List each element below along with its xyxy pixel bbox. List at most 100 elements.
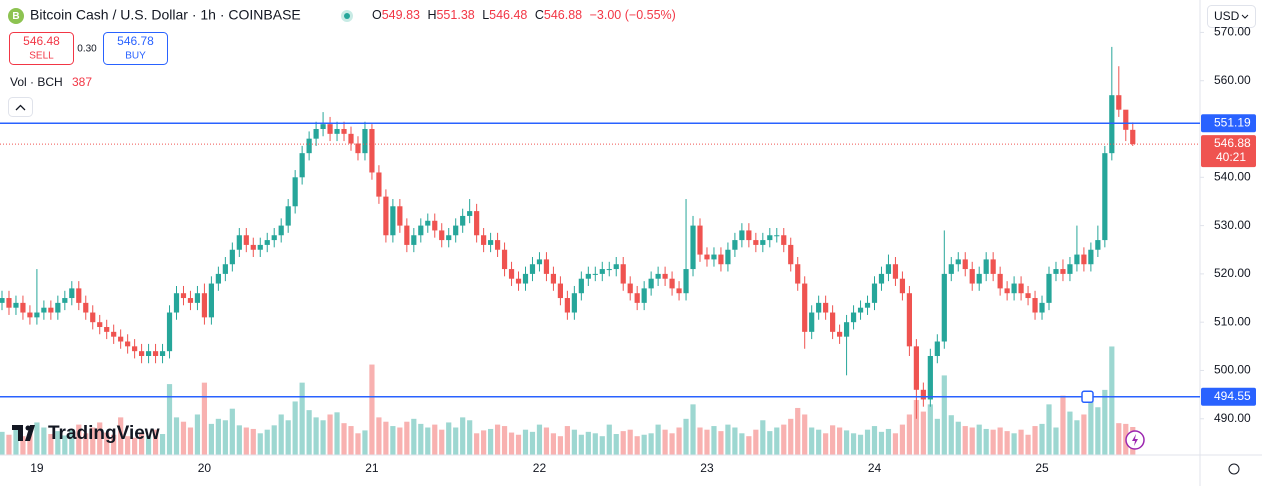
candle-body <box>208 283 214 318</box>
price-line-handle[interactable] <box>1081 390 1094 404</box>
volume-bar <box>27 433 33 455</box>
candle-body <box>118 336 124 342</box>
volume-bar <box>201 382 208 455</box>
candle-body <box>913 346 919 390</box>
candle-body <box>334 129 340 134</box>
candle-body <box>250 244 256 250</box>
x-tick-label: 19 <box>30 461 44 475</box>
candle-body <box>564 298 570 313</box>
volume-bar <box>285 420 291 455</box>
candle-body <box>418 225 424 236</box>
volume-bar <box>753 429 759 455</box>
volume-bar <box>620 431 626 455</box>
candle-body <box>746 230 752 241</box>
candle-body <box>257 244 263 250</box>
last-price-box <box>1201 135 1256 168</box>
volume-bar <box>662 429 668 455</box>
volume-bar <box>418 423 424 455</box>
volume-bar <box>229 408 235 455</box>
candle-body <box>599 269 605 274</box>
volume-bar <box>334 412 340 455</box>
volume-label: Vol · BCH <box>10 75 63 89</box>
candle-body <box>446 235 452 241</box>
volume-bar <box>816 429 822 455</box>
volume-bar <box>864 429 871 455</box>
candle-body <box>76 288 82 303</box>
volume-bar <box>529 431 536 455</box>
candle-body <box>850 312 857 323</box>
candle-body <box>27 312 33 318</box>
volume-bar <box>376 417 382 455</box>
candle-body <box>627 283 633 294</box>
candle-body <box>795 264 801 284</box>
volume-bar <box>145 435 152 455</box>
candle-body <box>885 264 892 274</box>
volume-bar <box>515 434 522 455</box>
volume-bar <box>55 431 61 455</box>
candle-body <box>592 273 598 275</box>
brand-name: TradingView <box>48 423 160 444</box>
candle-body <box>837 331 843 337</box>
volume-bar <box>411 418 417 455</box>
x-tick-label: 25 <box>1035 461 1049 475</box>
candle-body <box>390 206 396 236</box>
candle-body <box>180 293 187 299</box>
candle-body <box>557 283 563 299</box>
candle-body <box>753 240 759 245</box>
volume-bar <box>299 382 305 455</box>
volume-bar <box>627 429 633 455</box>
currency-button[interactable] <box>1207 5 1256 28</box>
candle-body <box>843 322 850 337</box>
volume-bar <box>222 420 228 455</box>
candle-body <box>348 133 354 144</box>
spread: 0.30 <box>77 44 97 55</box>
coin-icon <box>8 8 24 24</box>
volume-bar <box>313 417 319 455</box>
candle-body <box>278 225 284 236</box>
volume-bar <box>969 427 975 455</box>
candle-body <box>62 298 68 303</box>
volume-bar <box>997 427 1003 455</box>
candle-body <box>676 288 682 294</box>
volume-bar <box>76 424 82 455</box>
volume-bar <box>704 429 710 455</box>
volume-bar <box>550 433 557 455</box>
sell-price: 546.48 <box>23 34 60 48</box>
volume-bar <box>641 434 647 455</box>
candle-body <box>620 264 626 284</box>
volume-bar <box>13 425 19 455</box>
volume-bar <box>180 421 187 455</box>
candle-body <box>111 331 117 337</box>
volume-bar <box>655 424 661 455</box>
price-line-box <box>1201 387 1256 406</box>
ohlc-legend: O549.83 H551.38 L546.48 C546.88 −3.00 (−… <box>372 8 676 22</box>
symbol-title[interactable]: Bitcoin Cash / U.S. Dollar · 1h · COINBA… <box>30 7 301 23</box>
candle-body <box>1018 283 1024 294</box>
volume-bar <box>941 375 947 455</box>
candle-body <box>662 273 668 279</box>
buy-button[interactable] <box>103 32 168 65</box>
candle-body <box>34 312 40 318</box>
collapse-button[interactable] <box>8 97 33 117</box>
candle-body <box>1004 288 1010 294</box>
candle-body <box>648 278 654 289</box>
candle-body <box>760 240 766 245</box>
change: −3.00 (−0.55%) <box>590 8 676 22</box>
candle-body <box>718 254 724 265</box>
candle-body <box>669 278 675 289</box>
c-label: C <box>535 8 544 22</box>
volume-bar <box>348 426 354 455</box>
volume-bar <box>767 431 773 455</box>
volume-bar <box>194 414 201 455</box>
candle-body <box>285 206 291 226</box>
candle-body <box>166 312 173 352</box>
candle-body <box>508 269 515 279</box>
volume-bar <box>774 427 780 455</box>
candle-body <box>6 298 12 308</box>
settings-button[interactable] <box>1228 463 1240 475</box>
candle-body <box>543 259 550 274</box>
candle-body <box>920 389 926 400</box>
volume-bar <box>697 427 703 455</box>
sell-button[interactable] <box>9 32 74 65</box>
candle-body <box>383 196 389 236</box>
